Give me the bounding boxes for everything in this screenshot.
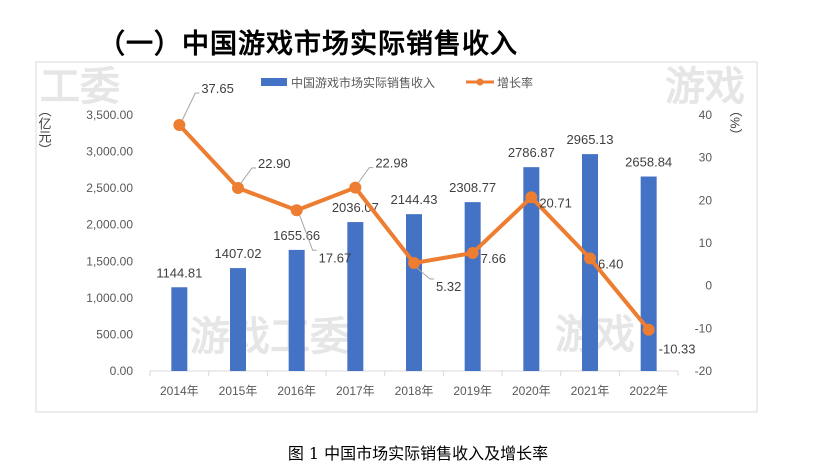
growth-rate-data-label: 22.98: [375, 156, 408, 171]
left-axis-tick: 0.00: [110, 364, 134, 378]
right-axis-tick: -10: [695, 321, 713, 335]
left-axis-title: （亿元）: [37, 104, 52, 156]
bar-data-label: 2308.77: [449, 180, 496, 195]
growth-rate-data-label: -10.33: [659, 342, 696, 357]
right-axis-tick: 10: [699, 236, 713, 250]
bar-2022年: [640, 176, 657, 371]
growth-rate-point-2021年: [584, 252, 596, 265]
legend-bar-label: 中国游戏市场实际销售收入: [291, 75, 435, 90]
section-heading: （一）中国游戏市场实际销售收入: [98, 29, 518, 60]
growth-rate-point-2020年: [525, 191, 538, 204]
watermark: 游戏工委: [190, 315, 350, 359]
watermark: 游戏: [665, 65, 745, 109]
data-label-leader-line: [181, 92, 200, 121]
growth-rate-data-label: 22.90: [258, 156, 291, 171]
x-axis-label: 2018年: [395, 384, 434, 398]
right-axis-tick: -20: [695, 364, 713, 378]
growth-rate-data-label: 17.67: [319, 250, 352, 265]
right-axis-tick: 40: [699, 108, 713, 122]
right-axis-tick: 20: [699, 193, 713, 207]
x-axis-label: 2017年: [336, 384, 375, 398]
legend-line-label: 增长率: [497, 75, 533, 90]
chart-frame: [35, 61, 758, 413]
x-axis-label: 2020年: [512, 384, 551, 398]
bar-2016年: [288, 249, 305, 371]
left-axis-tick: 1,500.00: [86, 254, 133, 268]
bar-2020年: [523, 167, 540, 371]
data-label-leader-line: [416, 267, 434, 280]
bar-2018年: [406, 214, 422, 371]
growth-rate-point-2014年: [173, 119, 186, 132]
bar-2019年: [464, 202, 481, 371]
growth-rate-point-2015年: [232, 181, 244, 194]
legend-bar-swatch: [261, 78, 287, 86]
figure-caption: 图 1 中国市场实际销售收入及增长率: [287, 444, 549, 463]
left-axis-tick: 500.00: [96, 327, 133, 341]
bar-data-label: 1407.02: [215, 246, 262, 261]
bar-data-label: 2144.43: [391, 192, 438, 207]
x-axis-label: 2019年: [453, 384, 492, 398]
growth-rate-data-label: 20.71: [539, 195, 572, 210]
data-label-leader-line: [240, 167, 256, 184]
bar-data-label: 1144.81: [156, 265, 202, 280]
growth-rate-data-label: 6.40: [598, 256, 623, 271]
x-axis-label: 2014年: [160, 384, 199, 398]
growth-rate-data-label: 5.32: [436, 279, 461, 294]
right-axis-tick: 0: [705, 279, 712, 293]
growth-rate-data-label: 7.66: [481, 251, 506, 266]
growth-rate-point-2019年: [466, 246, 479, 259]
bar-2014年: [171, 287, 188, 371]
watermark: 工委: [40, 65, 120, 109]
left-axis-tick: 2,500.00: [86, 181, 133, 195]
bar-data-label: 1655.66: [273, 228, 320, 243]
growth-rate-point-2017年: [349, 181, 362, 194]
left-axis-tick: 1,000.00: [86, 291, 133, 305]
x-axis-label: 2015年: [219, 384, 258, 398]
legend-line-marker: [476, 78, 484, 86]
growth-rate-point-2016年: [290, 204, 303, 217]
growth-rate-point-2022年: [642, 323, 655, 336]
left-axis-tick: 3,000.00: [86, 145, 133, 159]
right-axis-tick: 30: [699, 151, 713, 165]
bar-data-label: 2786.87: [508, 145, 555, 160]
bar-2015年: [230, 268, 246, 371]
bar-data-label: 2658.84: [625, 155, 672, 170]
bar-data-label: 2965.13: [567, 132, 614, 147]
x-axis-label: 2016年: [277, 384, 316, 398]
growth-rate-data-label: 37.65: [201, 81, 234, 96]
left-axis-tick: 3,500.00: [86, 108, 133, 122]
growth-rate-point-2018年: [408, 256, 420, 269]
left-axis-tick: 2,000.00: [86, 218, 133, 232]
x-axis-label: 2022年: [629, 384, 668, 398]
right-axis-title: （%）: [728, 104, 743, 142]
x-axis-label: 2021年: [571, 384, 610, 398]
data-label-leader-line: [299, 215, 317, 251]
bar-2017年: [347, 222, 364, 371]
data-label-leader-line: [357, 167, 374, 183]
